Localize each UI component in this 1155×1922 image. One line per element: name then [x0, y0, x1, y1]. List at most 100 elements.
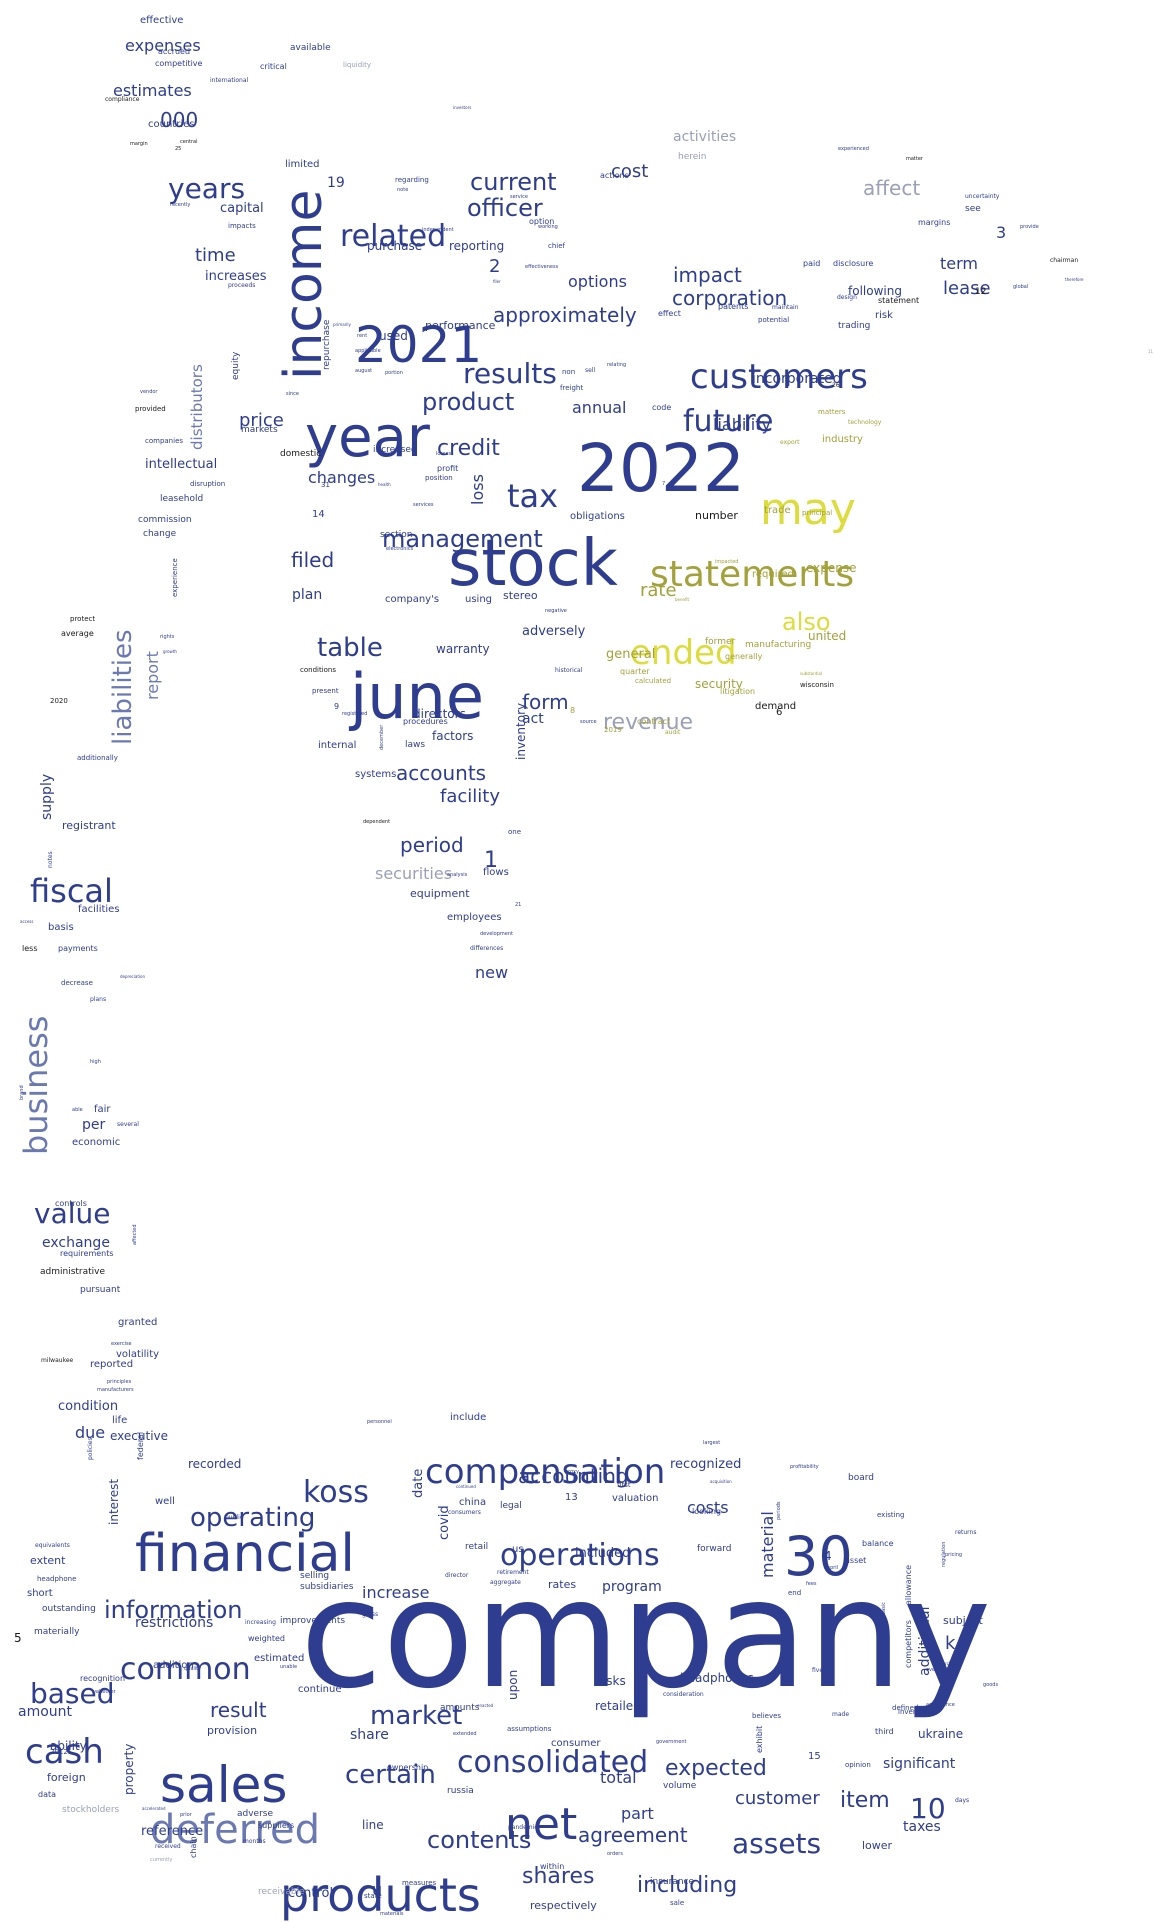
cloud-word: exhibit	[755, 1725, 764, 1753]
cloud-word: trade	[764, 505, 791, 516]
cloud-word: received	[155, 1843, 181, 1850]
cloud-word: date	[411, 1468, 426, 1498]
cloud-word: growth	[163, 649, 177, 654]
cloud-word: risk	[875, 310, 893, 321]
cloud-word: facility	[440, 786, 500, 807]
cloud-word: competitors	[904, 1620, 913, 1668]
cloud-word: benefit	[675, 597, 690, 602]
cloud-word: relating	[607, 362, 627, 368]
cloud-word: policies	[87, 1437, 94, 1460]
cloud-word: development	[480, 931, 513, 937]
cloud-word: recognized	[670, 1457, 742, 1472]
cloud-word: pricing	[945, 1552, 963, 1558]
cloud-word: 10	[910, 1792, 946, 1825]
cloud-word: incorporated	[752, 371, 842, 387]
cloud-word: personnel	[367, 1419, 392, 1425]
cloud-word: term	[940, 254, 978, 273]
cloud-word: also	[782, 608, 831, 636]
cloud-word: affected	[132, 1224, 138, 1245]
cloud-word: compliance	[105, 96, 140, 103]
cloud-word: disruption	[190, 480, 226, 488]
cloud-word: product	[422, 388, 515, 416]
cloud-word: 31	[321, 481, 330, 489]
cloud-word: receivable	[258, 1887, 305, 1897]
cloud-word: allowance	[904, 1564, 913, 1605]
cloud-word: potential	[758, 316, 790, 324]
cloud-word: accelerated	[142, 1806, 166, 1811]
cloud-word: sale	[670, 1899, 685, 1907]
cloud-word: extended	[453, 1731, 477, 1737]
cloud-word: largest	[703, 1440, 721, 1446]
cloud-word: item	[840, 1788, 890, 1813]
cloud-word: former	[705, 637, 736, 647]
cloud-word: option	[529, 217, 555, 226]
cloud-word: goods	[983, 1682, 999, 1688]
cloud-word: effective	[140, 15, 184, 26]
cloud-word: since	[286, 391, 299, 397]
cloud-word: registered	[342, 711, 368, 717]
cloud-word: weighted	[248, 1634, 285, 1643]
cloud-word: total	[600, 1768, 637, 1787]
cloud-word: agreement	[578, 1823, 688, 1847]
cloud-word: profitability	[790, 1464, 819, 1470]
cloud-word: significant	[883, 1756, 956, 1772]
cloud-word: one	[508, 828, 522, 836]
cloud-word: markets	[241, 425, 278, 435]
cloud-word: compensation	[425, 1452, 666, 1492]
cloud-word: headphones	[680, 1671, 754, 1685]
cloud-word: amount	[18, 1704, 73, 1720]
cloud-word: lease	[943, 278, 991, 299]
cloud-word: information	[104, 1596, 243, 1624]
cloud-word: competitive	[155, 59, 203, 68]
cloud-word: manufacturers	[97, 1387, 134, 1393]
cloud-word: future	[683, 404, 774, 439]
cloud-word: estimates	[113, 81, 192, 100]
cloud-word: impacted	[715, 559, 739, 565]
cloud-word: audit	[665, 729, 681, 736]
cloud-word: directors	[413, 707, 466, 721]
cloud-word: administrative	[40, 1267, 106, 1277]
cloud-word: stockholders	[62, 1805, 120, 1815]
cloud-word: increase	[362, 1583, 430, 1602]
cloud-word: note	[397, 187, 409, 193]
cloud-word: headphone	[37, 1575, 77, 1583]
cloud-word: increases	[205, 269, 267, 284]
cloud-word: dependent	[363, 819, 391, 825]
cloud-word: notes	[47, 851, 54, 868]
cloud-word: suppliers	[258, 1821, 295, 1830]
cloud-word: design	[837, 294, 857, 301]
cloud-word: equivalents	[35, 1542, 70, 1549]
cloud-word: officer	[467, 194, 543, 222]
cloud-word: proceeds	[228, 282, 256, 289]
cloud-word: conditions	[300, 666, 337, 674]
cloud-word: estimated	[254, 1653, 305, 1664]
cloud-word: december	[379, 724, 385, 750]
cloud-word: retailers	[595, 1699, 645, 1713]
cloud-word: market	[370, 1701, 463, 1731]
cloud-word: domestic	[280, 449, 322, 459]
cloud-word: proxy	[565, 1469, 579, 1475]
cloud-word: annual	[572, 398, 627, 417]
cloud-word: brand	[19, 1085, 25, 1100]
cloud-word: electronics	[386, 546, 414, 552]
cloud-word: herein	[678, 152, 707, 162]
cloud-word: less	[22, 944, 38, 953]
cloud-word: assets	[732, 1827, 822, 1860]
cloud-word: plan	[292, 587, 323, 603]
cloud-word: price	[239, 410, 284, 431]
cloud-word: sales	[160, 1756, 288, 1814]
cloud-word: central	[180, 139, 198, 145]
cloud-word: recently	[170, 202, 191, 208]
cloud-word: company's	[385, 594, 440, 605]
cloud-word: accounts	[396, 761, 487, 785]
cloud-word: new	[475, 963, 509, 982]
cloud-word: ended	[630, 633, 737, 673]
cloud-word: cash	[25, 1732, 104, 1772]
cloud-word: value	[34, 1197, 111, 1230]
cloud-word: granted	[118, 1317, 158, 1328]
cloud-word: impact	[673, 263, 742, 287]
cloud-word: life	[112, 1415, 128, 1426]
cloud-word: provide	[1020, 224, 1039, 230]
cloud-word: 9	[334, 702, 340, 711]
cloud-word: 2020	[50, 697, 68, 705]
